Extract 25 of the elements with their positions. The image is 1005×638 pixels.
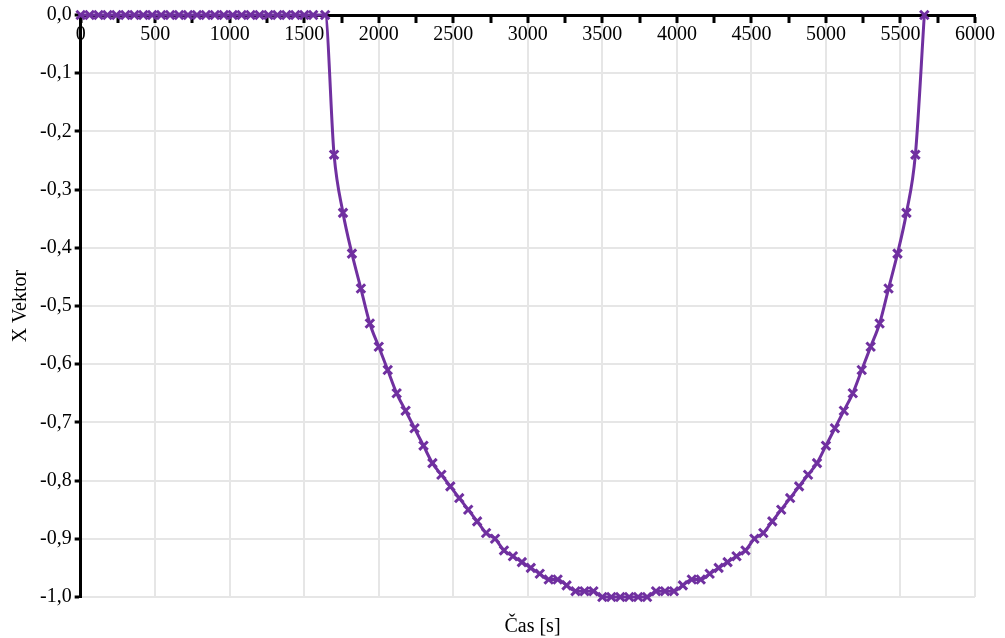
y-axis-title: X Vektor <box>8 269 31 343</box>
x-tick-label: 1000 <box>209 22 250 45</box>
x-tick-label: 3000 <box>507 22 548 45</box>
y-tick-label: 0,0 <box>46 2 72 25</box>
x-tick-label: 2500 <box>433 22 474 45</box>
x-tick-label: 3500 <box>582 22 623 45</box>
y-tick-label: -0,3 <box>39 176 72 199</box>
x-axis-title: Čas [s] <box>503 614 562 637</box>
y-tick-label: -0,5 <box>39 293 72 316</box>
y-tick-label: -0,8 <box>39 467 72 490</box>
y-tick-label: -1,0 <box>39 584 72 607</box>
x-tick-label: 4500 <box>731 22 772 45</box>
x-tick-label: 1500 <box>284 22 325 45</box>
x-tick-label: 2000 <box>358 22 399 45</box>
y-tick-label: -0,2 <box>39 118 72 141</box>
y-tick-label: -0,7 <box>39 409 72 432</box>
y-tick-label: -0,4 <box>39 235 72 258</box>
y-tick-label: -0,1 <box>39 60 72 83</box>
x-tick-label: 5500 <box>880 22 921 45</box>
x-tick-label: 4000 <box>656 22 697 45</box>
x-tick-label: 500 <box>140 22 171 45</box>
x-tick-label: 6000 <box>955 22 995 45</box>
x-tick-label: 5000 <box>805 22 846 45</box>
y-tick-label: -0,6 <box>39 351 72 374</box>
y-tick-label: -0,9 <box>39 526 72 549</box>
